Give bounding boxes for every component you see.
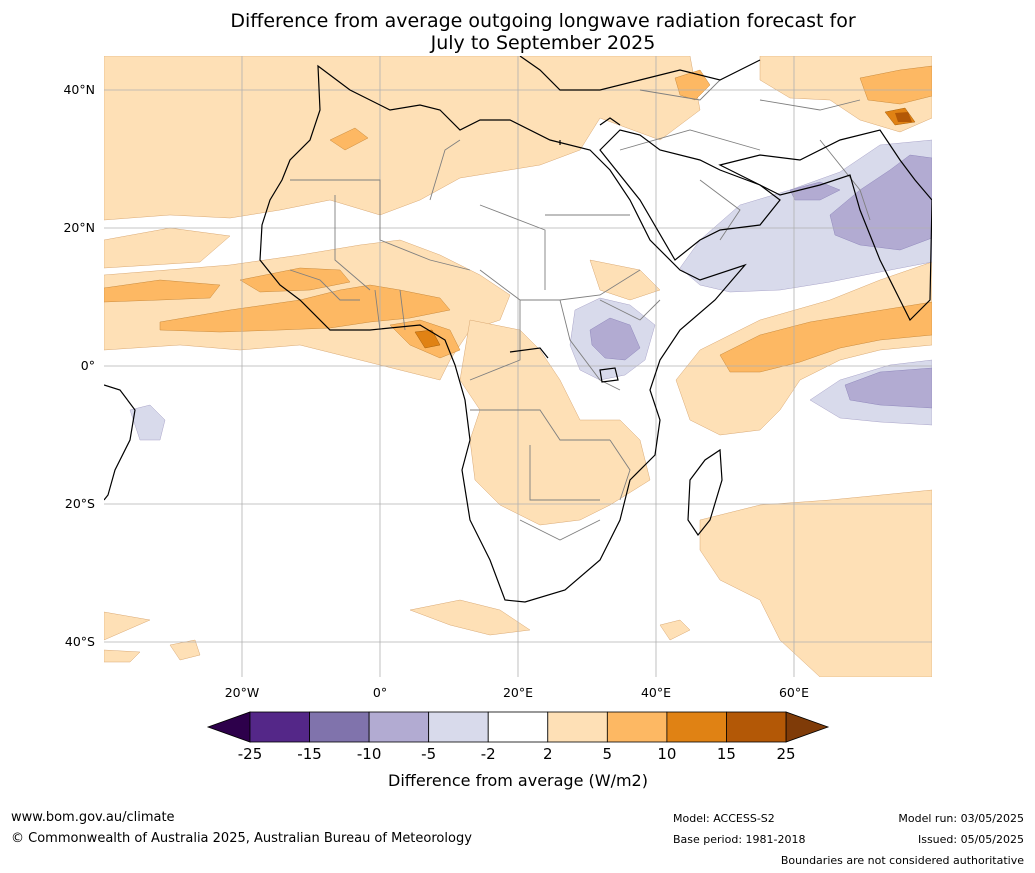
colorbar-tick-label: -2: [481, 745, 496, 763]
colorbar-tick-label: -5: [421, 745, 436, 763]
lon-label-60e: 60°E: [779, 685, 809, 700]
colorbar-bin: [547, 711, 608, 743]
colorbar-tick-label: -15: [297, 745, 322, 763]
lat-label-40n: 40°N: [63, 82, 95, 97]
colorbar-bin: [666, 711, 727, 743]
footer-model-run: Model run: 03/05/2025: [898, 812, 1024, 825]
colorbar-bins: [249, 711, 787, 743]
footer-issued: Issued: 05/05/2025: [917, 833, 1024, 846]
lat-label-20s: 20°S: [65, 496, 95, 511]
lat-label-20n: 20°N: [63, 220, 95, 235]
lon-label-20e: 20°E: [503, 685, 533, 700]
country-borders: [289, 79, 871, 541]
footer-base-period: Base period: 1981-2018: [673, 833, 806, 846]
lon-label-40e: 40°E: [641, 685, 671, 700]
colorbar-bin: [487, 711, 549, 743]
colorbar-bin: [428, 711, 489, 743]
colorbar-tick-label: 2: [543, 745, 553, 763]
colorbar-tick-label: 15: [717, 745, 736, 763]
colorbar-tick-label: 25: [776, 745, 795, 763]
anomaly-15-to-25-fields: [895, 112, 912, 122]
anomaly-2-to-5-fields: [104, 56, 932, 677]
colorbar-bin: [726, 711, 787, 743]
coastlines: [104, 56, 932, 603]
colorbar-bin: [249, 711, 310, 743]
footer-disclaimer: Boundaries are not considered authoritat…: [780, 854, 1024, 867]
chart-title: Difference from average outgoing longwav…: [0, 10, 1035, 54]
colorbar-bin: [309, 711, 370, 743]
colorbar-tick-label: -25: [238, 745, 263, 763]
footer-copyright: © Commonwealth of Australia 2025, Austra…: [11, 831, 472, 846]
latitude-labels: 40°N 20°N 0° 20°S 40°S: [63, 82, 95, 649]
title-line-2: July to September 2025: [430, 32, 656, 54]
anomaly-5-to-10-fields: [104, 65, 932, 373]
lat-label-40s: 40°S: [65, 634, 95, 649]
footer-website: www.bom.gov.au/climate: [11, 810, 175, 825]
map-plot-area: [104, 56, 932, 677]
colorbar-tick-label: 10: [657, 745, 676, 763]
lat-label-0: 0°: [81, 358, 95, 373]
footer-model: Model: ACCESS-S2: [673, 812, 775, 825]
colorbar-bin: [606, 711, 668, 743]
colorbar-bin: [368, 711, 430, 743]
lon-label-20w: 20°W: [225, 685, 260, 700]
longitude-labels: 20°W 0° 20°E 40°E 60°E: [225, 685, 809, 700]
title-line-1: Difference from average outgoing longwav…: [230, 10, 856, 32]
colorbar-label: Difference from average (W/m2): [388, 771, 648, 790]
colorbar-upper-extension: [785, 711, 830, 743]
lon-label-0: 0°: [373, 685, 387, 700]
colorbar: -25 -15 -10 -5 -2 2 5 10 15 25 Difference from av…: [206, 711, 830, 790]
colorbar-tick-label: 5: [603, 745, 613, 763]
colorbar-tick-label: -10: [357, 745, 382, 763]
colorbar-ticks: -25 -15 -10 -5 -2 2 5 10 15 25: [238, 745, 796, 763]
colorbar-lower-extension: [206, 711, 251, 743]
